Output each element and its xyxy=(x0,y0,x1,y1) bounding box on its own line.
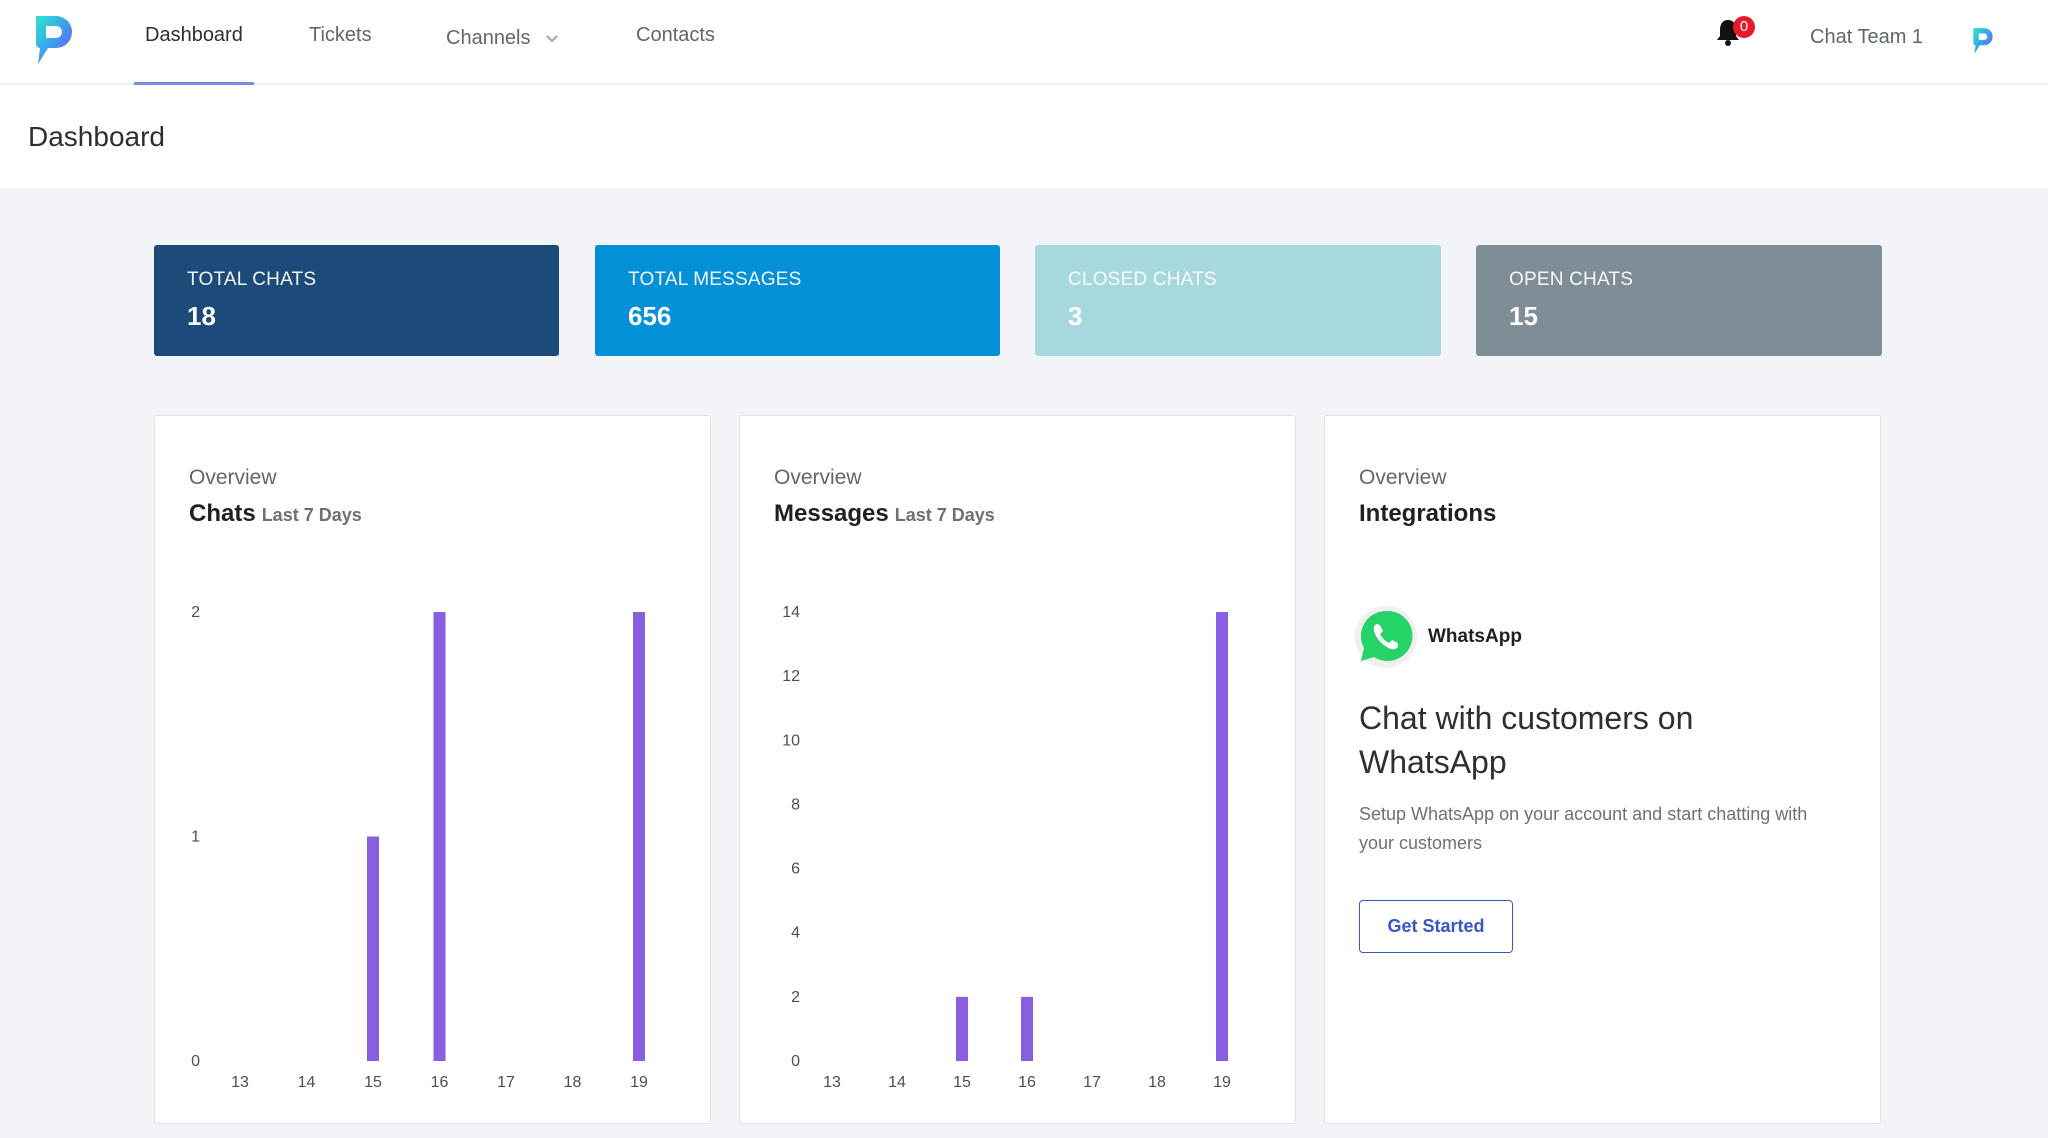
integration-heading: Chat with customers on WhatsApp xyxy=(1359,700,1694,780)
y-tick-label: 4 xyxy=(791,925,800,942)
stat-label: OPEN CHATS xyxy=(1509,269,1634,290)
team-avatar-icon[interactable] xyxy=(1970,26,1996,56)
integrations-panel: Overview Integrations WhatsApp Chat with… xyxy=(1324,415,1881,1124)
x-tick-label: 16 xyxy=(1018,1074,1036,1091)
panel-title-text: Messages xyxy=(774,500,889,527)
stat-card-closed-chats: CLOSED CHATS 3 xyxy=(1035,245,1441,356)
x-tick-label: 15 xyxy=(953,1074,971,1091)
y-tick-label: 0 xyxy=(191,1053,200,1070)
panel-subtitle: Last 7 Days xyxy=(261,505,362,525)
x-tick-label: 18 xyxy=(1148,1074,1166,1091)
x-tick-label: 19 xyxy=(1213,1074,1231,1091)
panel-title-text: Chats xyxy=(189,500,256,527)
team-name[interactable]: Chat Team 1 xyxy=(1810,26,1924,48)
x-tick-label: 14 xyxy=(888,1074,906,1091)
active-tab-indicator xyxy=(134,82,254,85)
page-title: Dashboard xyxy=(28,121,165,152)
stat-value: 3 xyxy=(1068,301,1083,331)
top-navigation: Dashboard Tickets Channels Contacts 0 Ch… xyxy=(0,0,2048,85)
messages-overview-panel: Overview Messages Last 7 Days 0 2 4 6 8 10 12 14… xyxy=(739,415,1296,1124)
chart-bar[interactable] xyxy=(633,612,645,1061)
nav-item-channels[interactable]: Channels xyxy=(446,27,558,50)
app-logo-icon[interactable] xyxy=(30,12,78,68)
chart-bar[interactable] xyxy=(956,996,968,1061)
y-tick-label: 0 xyxy=(791,1053,800,1070)
x-tick-label: 17 xyxy=(497,1074,515,1091)
panel-title: Integrations xyxy=(1359,500,1497,527)
x-tick-label: 17 xyxy=(1083,1074,1101,1091)
get-started-button[interactable]: Get Started xyxy=(1359,900,1513,953)
nav-item-tickets[interactable]: Tickets xyxy=(309,24,372,46)
y-tick-label: 8 xyxy=(791,796,800,813)
panel-subtitle: Last 7 Days xyxy=(894,505,995,525)
x-tick-label: 13 xyxy=(823,1074,841,1091)
whatsapp-icon xyxy=(1355,606,1417,668)
y-tick-label: 6 xyxy=(791,861,800,878)
panel-eyebrow: Overview xyxy=(1359,466,1447,489)
chevron-down-icon xyxy=(546,35,558,43)
y-tick-label: 2 xyxy=(791,989,800,1006)
x-tick-label: 15 xyxy=(364,1074,382,1091)
stat-label: TOTAL CHATS xyxy=(187,269,317,290)
stat-value: 656 xyxy=(628,301,672,331)
stat-card-total-messages: TOTAL MESSAGES 656 xyxy=(595,245,1000,356)
x-tick-label: 16 xyxy=(431,1074,449,1091)
chart-bar[interactable] xyxy=(1216,612,1228,1061)
panel-eyebrow: Overview xyxy=(774,466,862,489)
chart-bar[interactable] xyxy=(367,836,379,1062)
stat-value: 18 xyxy=(187,301,216,331)
integration-app-name: WhatsApp xyxy=(1428,626,1522,647)
page-header: Dashboard xyxy=(0,85,2048,188)
stat-card-open-chats: OPEN CHATS 15 xyxy=(1476,245,1882,356)
y-tick-label: 14 xyxy=(782,604,800,621)
stat-label: CLOSED CHATS xyxy=(1068,269,1217,290)
x-tick-label: 13 xyxy=(231,1074,249,1091)
chart-bar[interactable] xyxy=(433,612,446,1061)
y-tick-label: 2 xyxy=(191,604,200,621)
stat-label: TOTAL MESSAGES xyxy=(628,269,802,290)
panel-eyebrow: Overview xyxy=(189,466,277,489)
nav-item-contacts[interactable]: Contacts xyxy=(636,24,715,46)
stat-card-total-chats: TOTAL CHATS 18 xyxy=(154,245,559,356)
nav-item-dashboard[interactable]: Dashboard xyxy=(145,24,243,46)
x-tick-label: 14 xyxy=(298,1074,316,1091)
x-tick-label: 19 xyxy=(630,1074,648,1091)
y-tick-label: 12 xyxy=(782,668,800,685)
panel-title: Chats Last 7 Days xyxy=(189,500,362,528)
stat-value: 15 xyxy=(1509,301,1538,331)
nav-item-channels-label: Channels xyxy=(446,27,531,49)
messages-bar-chart: 0 2 4 6 8 10 12 14 13 14 15 16 17 18 19 xyxy=(782,604,1231,1091)
y-tick-label: 1 xyxy=(191,829,200,846)
integration-description: Setup WhatsApp on your account and start… xyxy=(1359,804,1808,853)
x-tick-label: 18 xyxy=(564,1074,582,1091)
y-tick-label: 10 xyxy=(782,732,800,749)
chart-bar[interactable] xyxy=(1021,996,1033,1061)
chats-overview-panel: Overview Chats Last 7 Days 0 1 2 13 14 15 16 17 1… xyxy=(154,415,711,1124)
notification-badge: 0 xyxy=(1733,16,1755,38)
panel-title: Messages Last 7 Days xyxy=(774,500,995,528)
